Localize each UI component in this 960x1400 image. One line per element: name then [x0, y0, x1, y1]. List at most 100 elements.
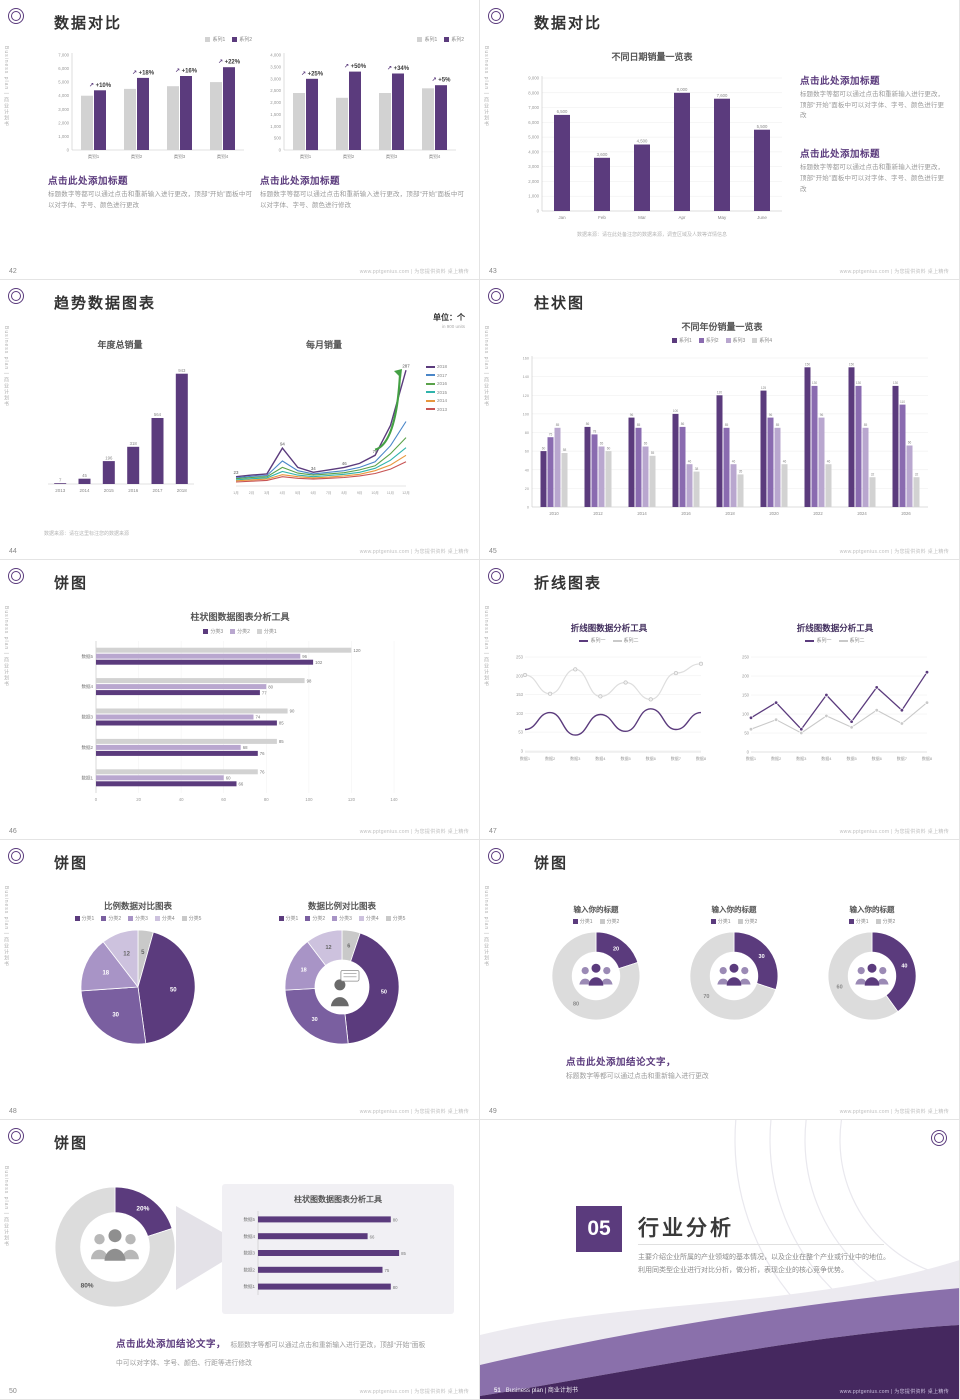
svg-text:94: 94: [280, 442, 285, 447]
svg-text:76: 76: [260, 770, 265, 775]
svg-text:23: 23: [234, 470, 239, 475]
svg-text:30: 30: [112, 1012, 119, 1018]
svg-text:200: 200: [742, 674, 750, 679]
block-body: 标题数字等都可以通过点击和重新输入进行更改，顶部“开始”面板中可以对字体、字号、…: [260, 191, 464, 209]
svg-text:50: 50: [170, 987, 177, 993]
funnel-shape: [176, 1206, 222, 1290]
slide-49[interactable]: Business plan | 商业计划书 饼图 输入你的标题 分类1 分类2 2…: [480, 840, 960, 1120]
logo-icon: [488, 568, 504, 584]
svg-text:318: 318: [130, 441, 138, 446]
svg-text:60: 60: [542, 446, 546, 450]
svg-text:103: 103: [516, 711, 524, 716]
chart-title: 折线图数据分析工具: [570, 623, 648, 633]
chart-title: 年度总销量: [97, 340, 143, 350]
slide-42[interactable]: Business plan | 商业计划书 数据对比 系列1 系列2 0 1,000…: [0, 0, 480, 280]
svg-text:85: 85: [776, 423, 780, 427]
svg-text:数据1: 数据1: [81, 774, 93, 781]
svg-text:2016: 2016: [681, 511, 691, 516]
right-column: 系列1 系列2 0 500 1,000 1,500 2,000 2,500 3,000 3,50…: [260, 36, 464, 211]
svg-text:↗ +5%: ↗ +5%: [432, 78, 452, 84]
sidebar-vertical-text: Business plan | 商业计划书: [3, 326, 9, 408]
page-title: 数据对比: [534, 15, 603, 32]
svg-text:85: 85: [864, 423, 868, 427]
svg-text:9,000: 9,000: [528, 76, 539, 81]
slide-44[interactable]: Business plan | 商业计划书 趋势数据图表 单位：个 in 900…: [0, 280, 480, 560]
slide-50[interactable]: Business plan | 商业计划书 饼图 20% 80% 柱状图数据图表分…: [0, 1120, 480, 1400]
svg-text:96: 96: [769, 413, 773, 417]
svg-text:18: 18: [102, 971, 109, 977]
annual-chart-block: 年度总销量 7 2013 45 2014 196 2015 318 2016 564 2017 94…: [40, 338, 200, 500]
svg-text:150: 150: [849, 363, 855, 367]
svg-text:65: 65: [644, 442, 648, 446]
svg-text:2016: 2016: [128, 488, 139, 493]
chart-legend: 分类1 分类2: [814, 918, 930, 925]
svg-text:数据8: 数据8: [922, 755, 933, 761]
chart-legend: 分类1 分类2 分类3 分类4 分类5: [256, 915, 428, 922]
svg-text:85: 85: [279, 721, 284, 726]
page-title: 饼图: [54, 1135, 89, 1152]
chart-title: 比例数据对比图表: [103, 901, 172, 911]
svg-text:8月: 8月: [341, 490, 346, 495]
svg-text:76: 76: [373, 449, 378, 454]
svg-text:↗ +10%: ↗ +10%: [89, 83, 112, 89]
block-heading: 点击此处添加标题: [48, 176, 129, 187]
svg-text:Jan: Jan: [558, 215, 566, 220]
page-number: 46: [9, 828, 17, 835]
svg-text:46: 46: [732, 459, 736, 463]
slide-45[interactable]: Business plan | 商业计划书 柱状图 不同年份销量一览表 系列1 系…: [480, 280, 960, 560]
monthly-chart-block: 每月销量 23 94 34 46 76 287 1月 2月 3月 4月 5月 6月 7月 8月 9月 10月 1…: [226, 338, 422, 502]
svg-text:0: 0: [279, 148, 282, 153]
svg-text:1,000: 1,000: [528, 194, 539, 199]
svg-text:2012: 2012: [593, 511, 603, 516]
chart-legend: 系列一 系列二: [506, 637, 712, 644]
svg-text:46: 46: [827, 459, 831, 463]
page-title: 饼图: [54, 855, 89, 872]
svg-text:0: 0: [747, 750, 750, 755]
svg-text:0: 0: [95, 797, 98, 802]
svg-text:0: 0: [537, 209, 540, 214]
conclusion-block: 点击此处添加结论文字， 标题数字等都可以通过点击和重新输入进行更改，顶部“开始”…: [116, 1334, 426, 1370]
svg-text:类别3: 类别3: [386, 153, 398, 160]
logo-icon: [488, 288, 504, 304]
unit-main: 单位：个: [433, 313, 465, 322]
slide-43[interactable]: Business plan | 商业计划书 数据对比 不同日期销量一览表 0 1,…: [480, 0, 960, 280]
svg-text:50: 50: [744, 731, 749, 736]
chart-title: 每月销量: [305, 340, 342, 350]
svg-text:110: 110: [900, 400, 905, 404]
slide-47[interactable]: Business plan | 商业计划书 折线图表 折线图数据分析工具 系列一…: [480, 560, 960, 840]
svg-text:5,500: 5,500: [757, 124, 768, 129]
svg-text:68: 68: [243, 745, 248, 750]
svg-text:78: 78: [593, 430, 597, 434]
conclusion-heading: 点击此处添加结论文字，: [116, 1339, 227, 1350]
chart-legend: 分类3 分类2 分类1: [60, 628, 420, 635]
svg-text:类别4: 类别4: [429, 153, 441, 160]
slide-46[interactable]: Business plan | 商业计划书 饼图 柱状图数据图表分析工具 分类3…: [0, 560, 480, 840]
svg-text:数据5: 数据5: [81, 653, 93, 660]
svg-text:7,000: 7,000: [58, 53, 69, 58]
svg-text:类别2: 类别2: [131, 153, 143, 160]
svg-text:Apr: Apr: [678, 215, 686, 220]
svg-text:3,000: 3,000: [528, 164, 539, 169]
svg-text:2,500: 2,500: [270, 88, 281, 93]
footer-site: www.pptgenius.com | 为您提供资料 桌上精传: [359, 269, 469, 275]
svg-text:2010: 2010: [549, 511, 559, 516]
slide-48[interactable]: Business plan | 商业计划书 饼图 比例数据对比图表 分类1 分类2…: [0, 840, 480, 1120]
svg-text:130: 130: [893, 381, 899, 385]
logo-icon: [931, 1130, 947, 1146]
slide-51[interactable]: 05 行业分析 主要介绍企业所属的产业领域的基本情况，以及企业在整个产业或行业中…: [480, 1120, 960, 1400]
logo-icon: [8, 8, 24, 24]
svg-text:5月: 5月: [295, 490, 300, 495]
svg-text:32: 32: [915, 472, 919, 476]
svg-text:100: 100: [742, 712, 750, 717]
donut-chart: 30 70: [689, 931, 779, 1021]
section-title: 行业分析: [638, 1217, 734, 1240]
svg-text:0: 0: [67, 148, 70, 153]
line-legend: 2018 2017 2016 2015 2014 2013: [426, 364, 447, 412]
donut-chart-block: 输入你的标题 分类1 分类2 20 80: [538, 904, 654, 1026]
svg-text:数据2: 数据2: [545, 755, 556, 761]
slide-footer: 51 Business plan | 商业计划书: [494, 1385, 578, 1394]
svg-text:85: 85: [637, 423, 641, 427]
svg-text:66: 66: [239, 782, 244, 787]
text-column: 点击此处添加标题 标题数字等都可以通过点击和重新输入进行更改，顶部“开始”面板中…: [800, 66, 944, 195]
